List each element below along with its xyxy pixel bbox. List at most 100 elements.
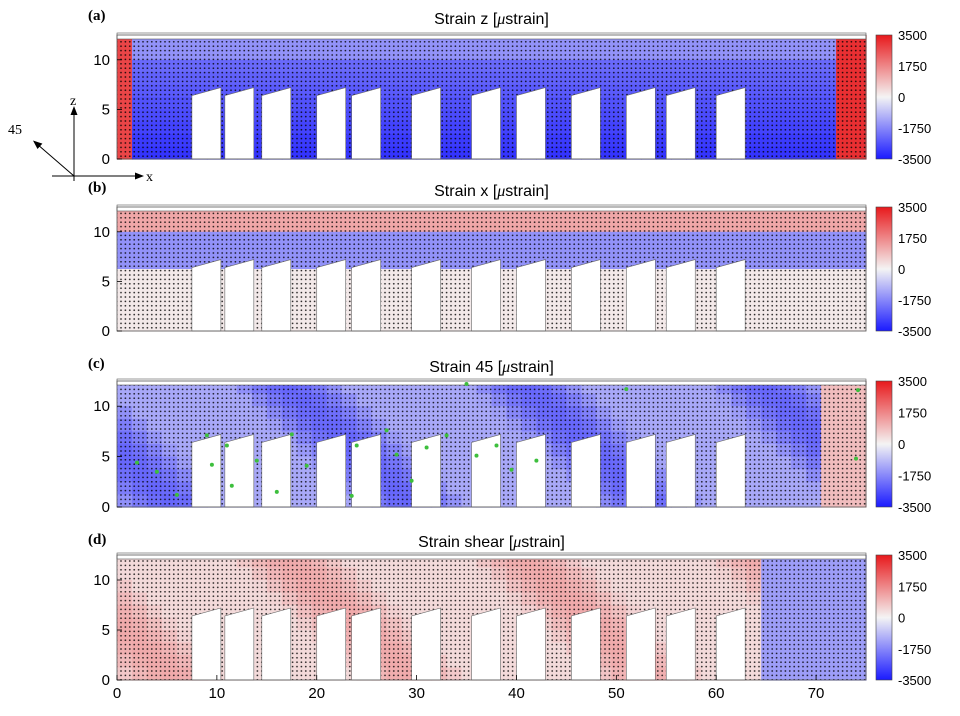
colorbar-tick-label: 1750 [898,579,927,594]
colorbar: 3500 1750 0 -1750 -3500 [875,548,931,688]
colorbar-tick-label: 0 [898,611,905,626]
y-tick-label: 0 [102,499,110,516]
x-tick-label: 60 [708,685,725,702]
specimen-slot [316,259,346,332]
sensor-marker [274,489,279,494]
specimen-slot [411,434,441,508]
panel-label: (c) [88,356,105,372]
colorbar-tick-label: 1750 [898,231,927,246]
x-tick-label: 0 [113,685,121,702]
sensor-marker [354,443,359,448]
sensor-marker [349,493,354,498]
specimen-slot [316,87,346,160]
x-tick-label: 20 [308,685,325,702]
specimen-slot [471,607,501,681]
x-arrowhead [135,172,144,180]
sensor-marker [474,453,479,458]
sensor-marker [229,483,234,488]
sensor-marker [394,452,399,457]
specimen-slot [665,434,696,508]
colorbar-gradient [875,34,893,160]
sensor-marker [464,382,469,386]
specimen-slot [411,607,441,681]
x-tick-label: 40 [508,685,525,702]
sensor-marker [854,456,858,461]
specimen-slot [224,87,255,160]
y-tick-label: 5 [102,622,110,639]
sensor-marker [135,460,139,465]
x-tick-label: 30 [408,685,425,702]
y-tick-label: 5 [102,449,110,466]
specimen-slot [626,259,656,332]
sensor-marker [289,432,294,437]
colorbar-tick-label: 3500 [898,548,927,563]
colorbar-tick-label: 3500 [898,200,927,215]
specimen-slot [191,434,222,508]
specimen-slot [665,607,696,681]
colorbar-tick-label: -3500 [898,152,931,167]
panel-title: Strain 45 [μstrain] [429,359,554,376]
top-edge-strip [116,204,867,212]
specimen-slot [411,87,441,160]
colorbar: 3500 1750 0 -1750 -3500 [875,28,931,167]
specimen-slot [626,434,656,508]
panel-label: (b) [88,180,106,196]
specimen-slot [316,434,346,508]
specimen-slot [261,259,292,332]
sensor-marker [856,388,860,393]
top-edge-strip [116,552,867,560]
y-tick-label: 0 [102,323,110,340]
specimen-slot [516,434,546,508]
top-edge-strip [116,32,867,40]
specimen-slot [191,607,222,681]
x-tick-label: 10 [209,685,226,702]
specimen-slot [351,259,381,332]
plot-frame [116,380,867,508]
specimen-slot [224,607,255,681]
specimen-slot [261,87,292,160]
colorbar-tick-label: 0 [898,437,905,452]
z-axis-label: z [70,94,76,109]
panel-strain-x: 0 5 10 Strain x [μstrain] (b) 3500 1750 0 -1750 -… [88,180,931,340]
specimen-slot [626,607,656,681]
colorbar-tick-label: 3500 [898,28,927,43]
specimen-slot [665,259,696,332]
specimen-slot [224,434,255,508]
diag-arrowhead [33,140,43,149]
sensor-marker [174,492,179,497]
colorbar-tick-label: 1750 [898,59,927,74]
specimen-slot [351,87,381,160]
coordinate-axes-diagram: z x 45 [8,94,153,185]
plot-frame [116,34,867,160]
sensor-marker [209,462,214,467]
sensor-marker [384,428,389,433]
plot-frame [116,554,867,681]
sensor-marker [424,445,429,450]
specimen-slot [224,259,255,332]
y-tick-label: 5 [102,273,110,290]
x-tick-label: 70 [808,685,825,702]
specimen-slot [351,607,381,681]
colorbar-tick-label: -3500 [898,500,931,515]
specimen-slot [516,607,546,681]
panel-title: Strain x [μstrain] [434,183,549,200]
y-tick-label: 10 [93,398,110,415]
panel-strain-z: 0 5 10 Strain z [μstrain] (a) 3500 1750 0 -1750 -… [88,8,931,168]
sensor-marker [304,463,309,468]
diag-axis-arrow [36,143,75,177]
sensor-marker [409,478,414,483]
specimen-slot [261,434,292,508]
sensor-marker [509,467,514,472]
specimen-slot [715,607,746,681]
sensor-marker [494,443,499,448]
y-tick-label: 5 [102,101,110,118]
sensor-marker [224,443,229,448]
colorbar-tick-label: 3500 [898,374,927,389]
panel-label: (a) [88,8,106,24]
x-axis-label: x [146,170,153,185]
specimen-slot [261,607,292,681]
specimen-slot [715,87,746,160]
top-edge-strip [116,378,867,386]
sensor-marker [154,469,159,474]
